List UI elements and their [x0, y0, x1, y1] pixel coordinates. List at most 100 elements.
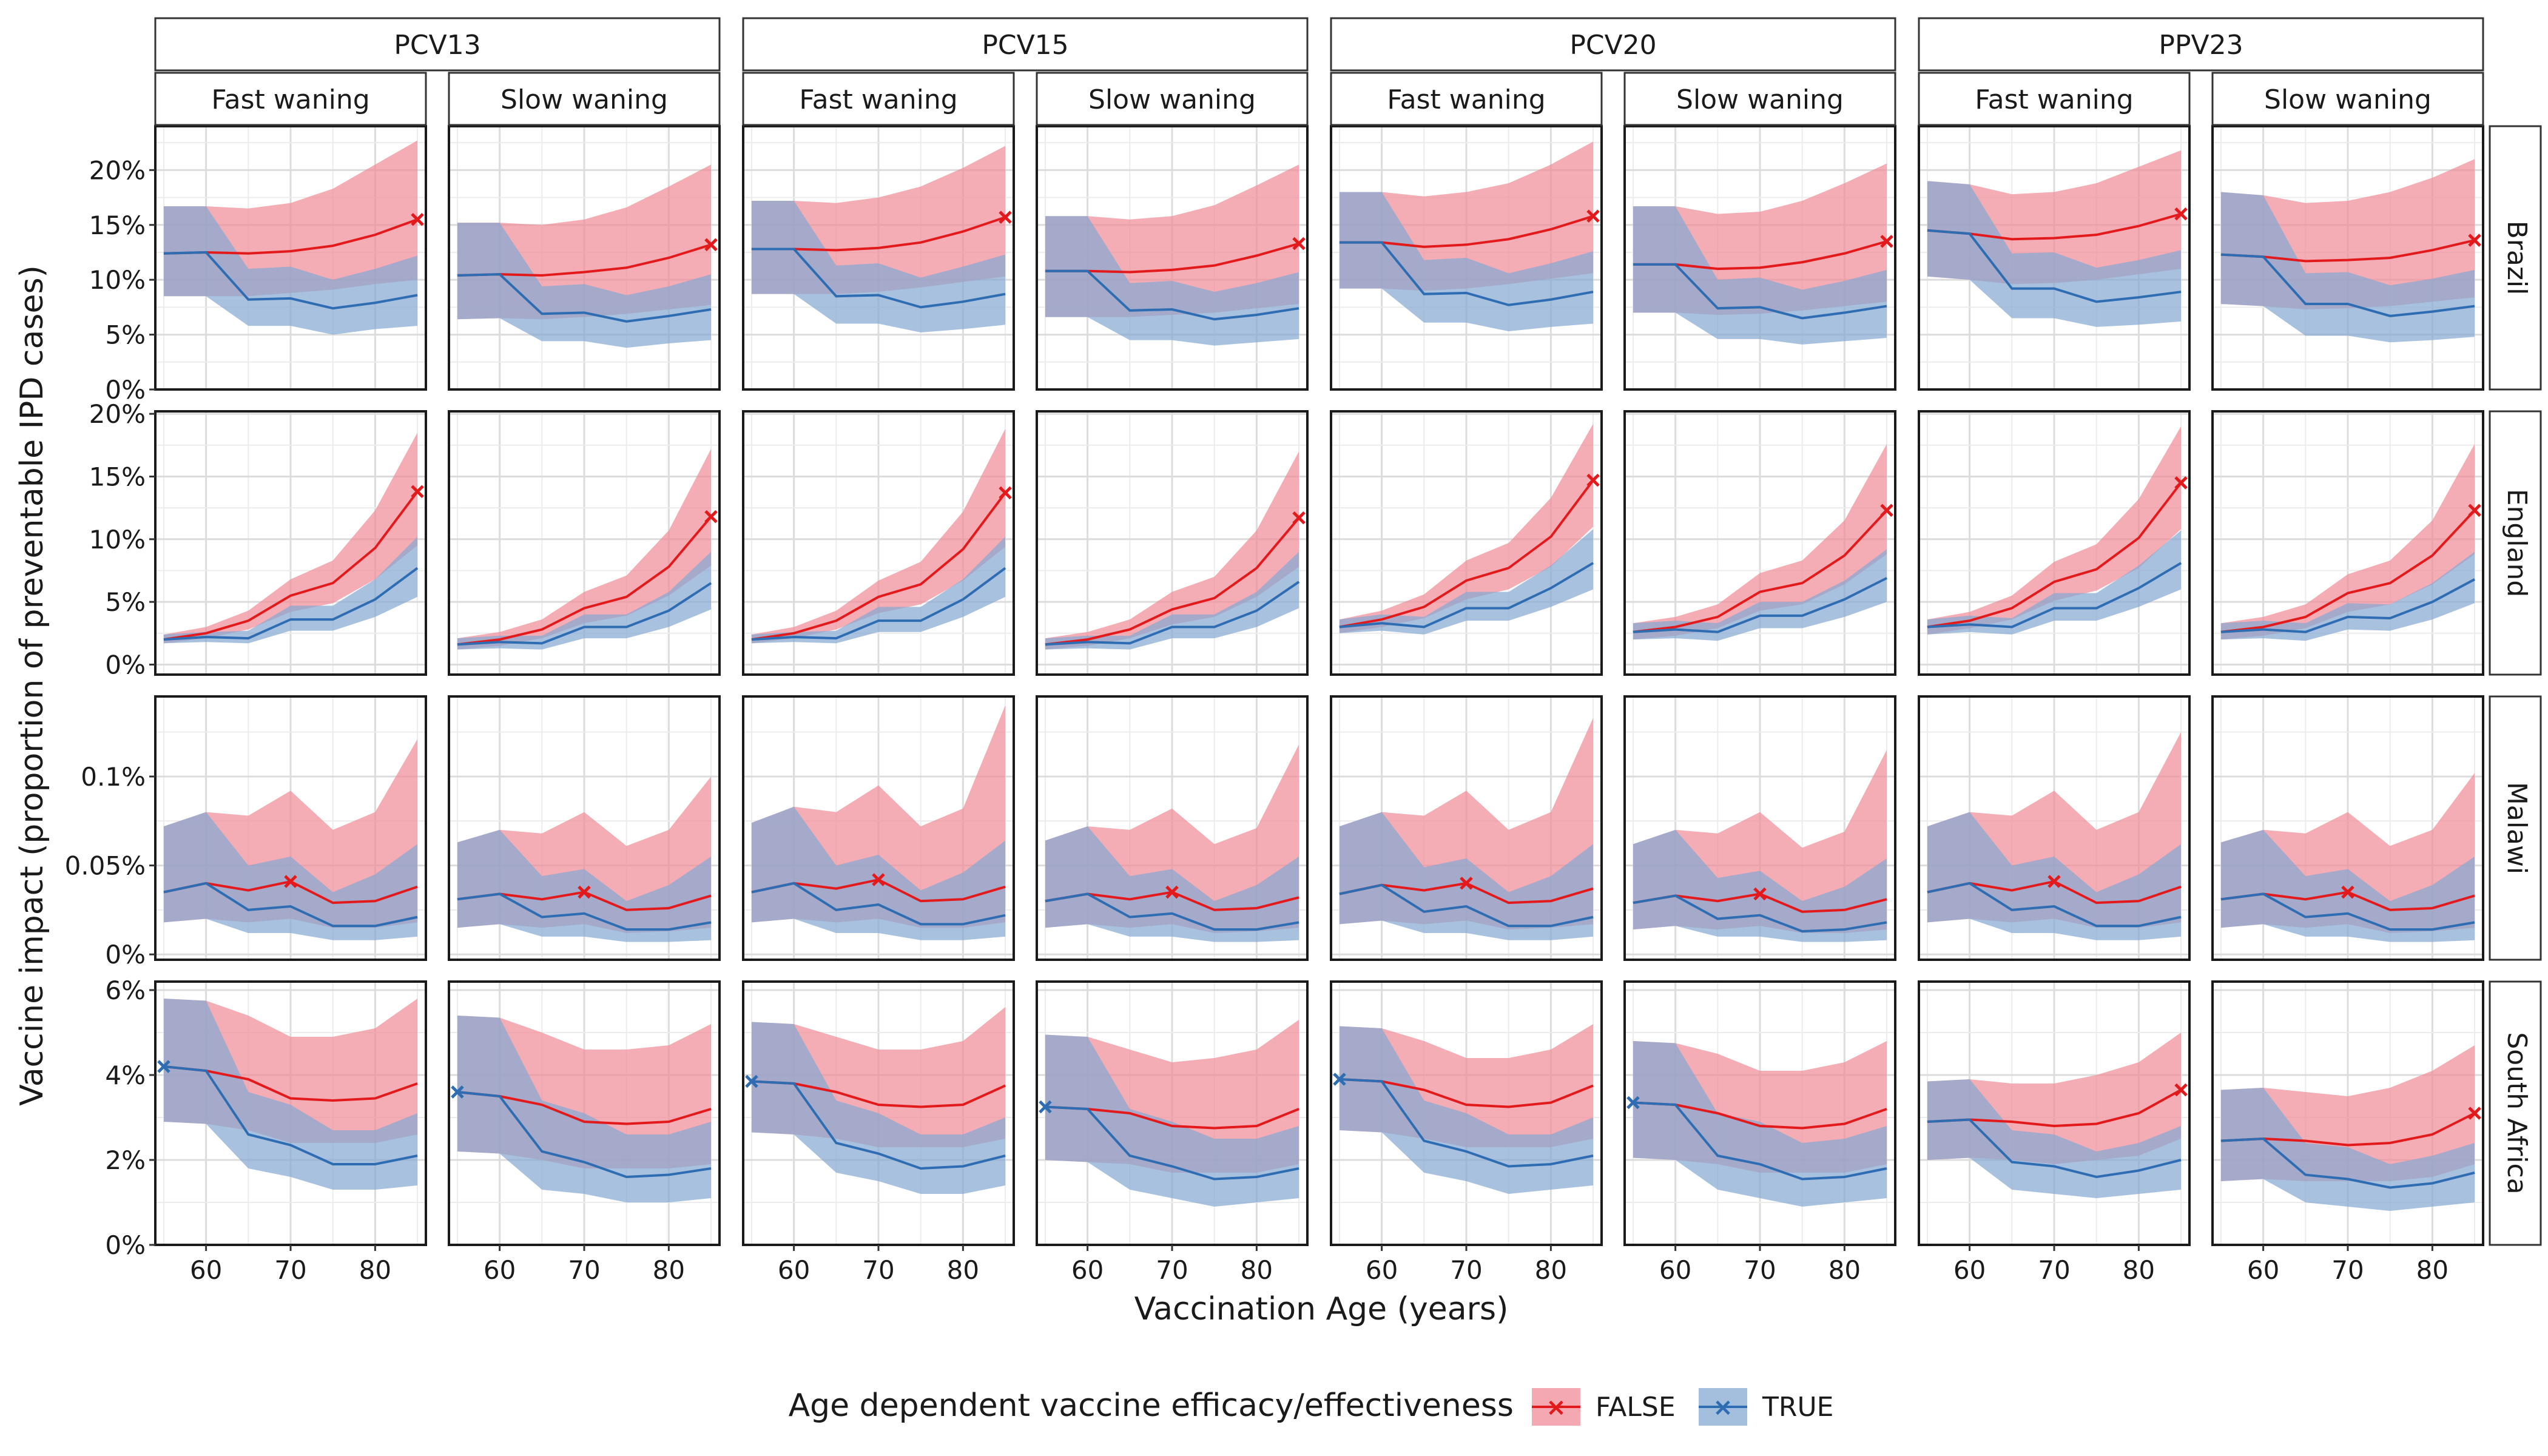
- strip-vaccine-pcv15: PCV15: [742, 17, 1309, 72]
- line-true: [751, 1080, 1006, 1170]
- panel-brazil-pcv15-slow-waning: [1036, 125, 1309, 391]
- data-layer: [163, 433, 419, 644]
- optimum-marker-false: [872, 873, 885, 886]
- optimum-marker-false: [578, 885, 591, 899]
- data-layer: [1927, 426, 2182, 635]
- data-layer: [2220, 1045, 2475, 1211]
- panel-england-ppv23-slow-waning: [2211, 410, 2484, 676]
- y-tick-label: 2%: [105, 1145, 146, 1175]
- y-tick-label: 0.1%: [81, 762, 146, 792]
- line-true: [457, 273, 712, 323]
- optimum-marker-false: [704, 238, 718, 252]
- optimum-marker-false: [2468, 504, 2481, 517]
- line-true: [1927, 229, 2182, 303]
- panel-border: [1330, 695, 1603, 961]
- panel-border: [742, 695, 1015, 961]
- optimum-marker-false: [704, 510, 718, 524]
- panel-brazil-pcv13-fast-waning: [154, 125, 427, 391]
- ribbon-true: [1633, 829, 1887, 942]
- line-true: [1045, 892, 1299, 931]
- marker-stroke: [2048, 875, 2061, 888]
- strip-label: PCV15: [982, 30, 1068, 61]
- panel-malawi-pcv13-slow-waning: [448, 695, 721, 961]
- data-layer: [1633, 1041, 1887, 1207]
- ribbon-false: [1633, 443, 1887, 640]
- y-axis-south-africa: 0% 2% 4% 6%: [105, 976, 155, 1260]
- y-tick-label: 15%: [89, 211, 146, 240]
- y-tick-label: 15%: [89, 462, 146, 491]
- strip-country-england: England: [2489, 410, 2542, 676]
- optimum-marker-true: [1333, 1073, 1346, 1086]
- y-axis-brazil: 0% 5% 10% 15% 20%: [89, 155, 155, 405]
- data-layer: [1927, 1033, 2182, 1198]
- panel-malawi-pcv15-fast-waning: [742, 695, 1015, 961]
- panel-south-africa-pcv20-slow-waning: [1623, 980, 1896, 1246]
- panel-brazil-ppv23-slow-waning: [2211, 125, 2484, 391]
- strip-box: [2489, 695, 2542, 961]
- marker-stroke: [1880, 504, 1893, 517]
- x-tick-label: 70: [2038, 1255, 2070, 1285]
- ribbon-true: [1339, 1026, 1594, 1194]
- legend-marker-true: ×: [1713, 1394, 1733, 1421]
- ribbon-false: [1339, 423, 1594, 633]
- panel-border: [1623, 695, 1896, 961]
- x-axis-6: 60 70 80: [1953, 1245, 2155, 1285]
- strip-country-brazil: Brazil: [2489, 125, 2542, 391]
- line-true: [2220, 1137, 2475, 1189]
- x-tick-label: 80: [359, 1255, 391, 1285]
- optimum-marker-false: [2174, 476, 2188, 490]
- strip-label: Slow waning: [2264, 84, 2432, 115]
- panel-south-africa-ppv23-slow-waning: [2211, 980, 2484, 1246]
- marker-stroke: [157, 1060, 170, 1073]
- x-axis-0: 60 70 80: [190, 1245, 391, 1285]
- data-layer: [1339, 1024, 1594, 1194]
- ribbon-true: [1927, 181, 2182, 327]
- optimum-marker-false: [1880, 504, 1893, 517]
- x-axis-2: 60 70 80: [778, 1245, 979, 1285]
- optimum-marker-true: [451, 1085, 464, 1099]
- y-tick-label: 5%: [105, 587, 146, 617]
- strip-label: Fast waning: [799, 84, 957, 115]
- y-tick-label: 20%: [89, 155, 146, 185]
- y-tick-label: 4%: [105, 1060, 146, 1090]
- ribbon-true: [1633, 1041, 1887, 1207]
- line-true: [457, 582, 712, 646]
- legend-marker-false: ×: [1546, 1394, 1566, 1421]
- strip-box: [742, 17, 1309, 72]
- panel-border: [742, 410, 1015, 676]
- optimum-marker-false: [1460, 877, 1473, 890]
- marker-stroke: [1292, 237, 1306, 251]
- panel-border: [1330, 410, 1603, 676]
- x-tick-label: 80: [653, 1255, 685, 1285]
- ribbon-true: [1927, 812, 2182, 940]
- data-layer: [1045, 1020, 1299, 1207]
- panel-brazil-pcv15-fast-waning: [742, 125, 1015, 391]
- panel-malawi-pcv13-fast-waning: [154, 695, 427, 961]
- marker-stroke: [578, 885, 591, 899]
- x-tick-label: 80: [1535, 1255, 1567, 1285]
- data-layer: [1927, 732, 2182, 940]
- strip-box: [742, 72, 1015, 126]
- x-tick-label: 80: [947, 1255, 979, 1285]
- strip-label: Slow waning: [1088, 84, 1256, 115]
- marker-stroke: [1165, 885, 1179, 899]
- ribbon-true: [1927, 530, 2182, 635]
- strip-box: [1623, 72, 1896, 126]
- ribbon-true: [1045, 551, 1299, 650]
- marker-stroke: [411, 485, 424, 499]
- line-false: [1339, 479, 1594, 629]
- y-tick-label: 6%: [105, 976, 146, 1005]
- strip-waning-slow-waning: Slow waning: [1036, 72, 1309, 126]
- marker-stroke: [1586, 473, 1600, 487]
- line-true: [1339, 562, 1594, 629]
- panel-malawi-ppv23-slow-waning: [2211, 695, 2484, 961]
- marker-stroke: [2468, 504, 2481, 517]
- line-false: [2220, 509, 2476, 633]
- strip-box: [154, 72, 427, 126]
- marker-stroke: [451, 1085, 464, 1099]
- panel-border: [154, 410, 427, 676]
- panel-south-africa-pcv13-slow-waning: [448, 980, 721, 1246]
- strip-waning-fast-waning: Fast waning: [1330, 72, 1603, 126]
- line-true: [1339, 241, 1594, 306]
- strip-box: [1918, 17, 2484, 72]
